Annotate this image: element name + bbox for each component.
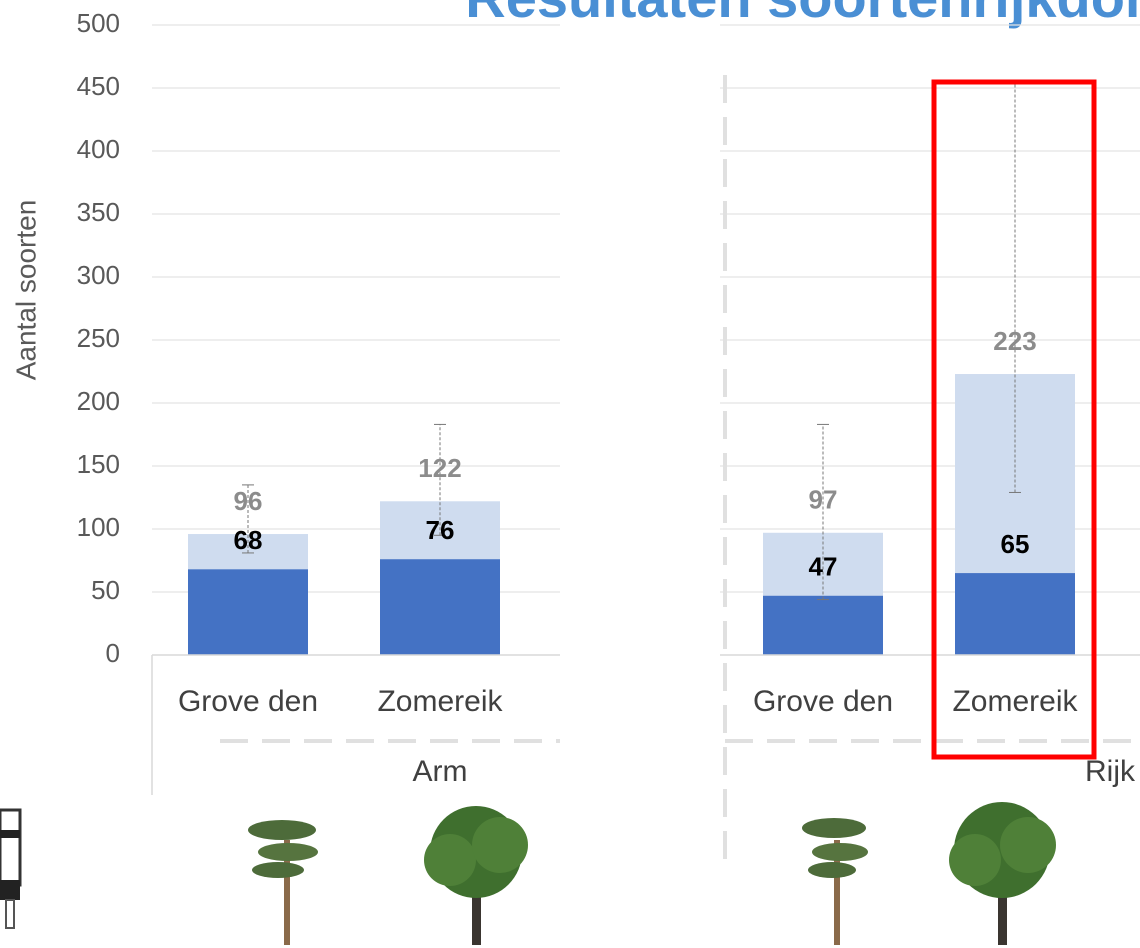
bar [188,569,308,655]
x-tick-label: Grove den [753,685,893,718]
bar [955,573,1075,655]
y-tick-label: 300 [77,260,120,290]
bar [763,595,883,655]
data-label: 97 [809,485,838,515]
y-tick-label: 400 [77,134,120,164]
data-label: 76 [426,515,455,545]
tree-pine [248,820,318,945]
tree-oak [949,802,1056,945]
y-tick-label: 150 [77,449,120,479]
y-tick-label: 250 [77,323,120,353]
data-label: 65 [1001,529,1030,559]
chart-title: Resultaten soortenrijkdom [465,0,1140,29]
y-tick-label: 50 [91,575,120,605]
y-tick-label: 0 [106,638,120,668]
y-tick-label: 200 [77,386,120,416]
data-label: 47 [809,552,838,582]
x-tick-label: Zomereik [377,685,503,718]
x-tick-label: Zomereik [952,685,1078,718]
group-label: Rijk [1085,755,1136,788]
x-tick-label: Grove den [178,685,318,718]
highlight-box [931,79,1097,760]
y-tick-label: 350 [77,197,120,227]
y-tick-label: 450 [77,71,120,101]
data-label: 96 [234,486,263,516]
trap-icon [0,808,22,929]
y-axis-label: Aantal soorten [10,200,41,381]
data-label: 122 [418,453,461,483]
y-tick-label: 100 [77,512,120,542]
tree-pine [802,818,868,945]
bar [380,559,500,655]
data-label: 68 [234,525,263,555]
y-tick-label: 500 [77,8,120,38]
group-label: Arm [413,755,468,788]
tree-oak [424,806,528,945]
bars: 96 122 97 223 68 76 47 65 [188,81,1075,655]
data-label: 223 [993,326,1036,356]
